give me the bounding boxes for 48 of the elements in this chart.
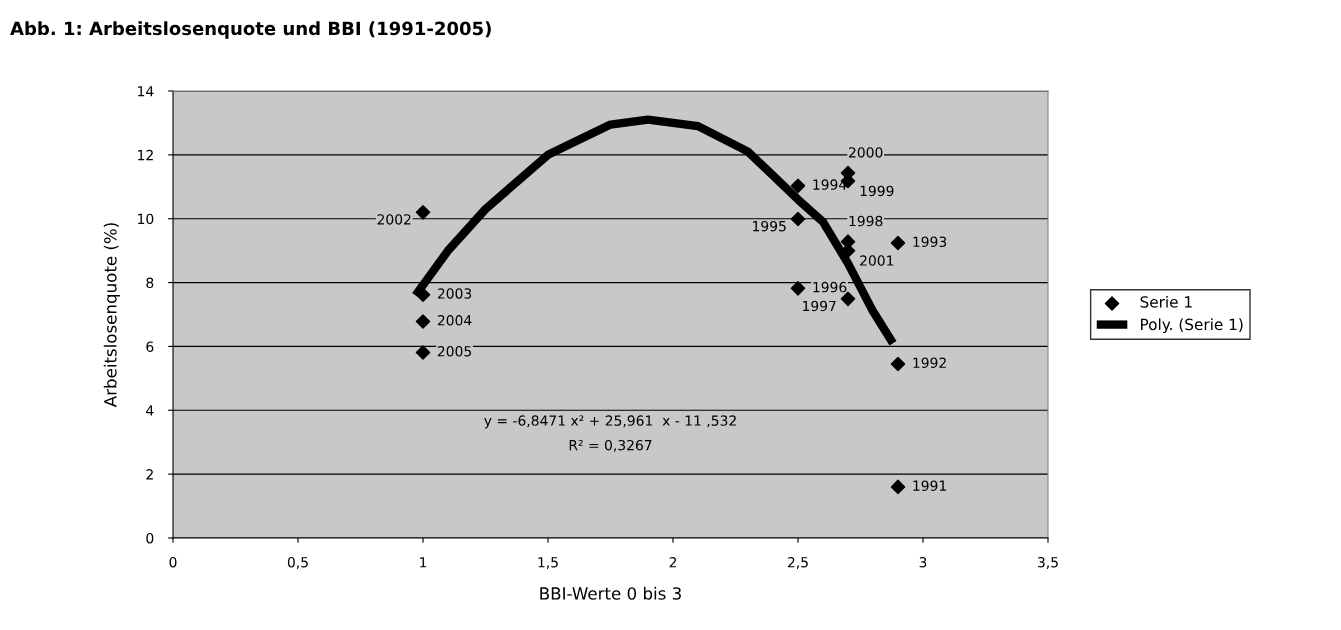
point [890, 356, 906, 372]
annotation: 1997 [803, 300, 836, 312]
x-tick-label: 3,5 [1038, 557, 1058, 569]
annotation: 2004 [437, 315, 472, 326]
point [415, 287, 431, 302]
point [415, 345, 431, 360]
point [890, 235, 906, 251]
annotation: 1996 [813, 281, 847, 293]
y-tick-label: 14 [138, 86, 154, 97]
y-axis-title: Arbeitslosenquote (%) [103, 223, 120, 408]
chart-title: Abb. 1: Arbeitslosenquote und BBI (1991-2005) [10, 21, 491, 39]
x-tick-label: 2 [669, 557, 677, 568]
point [840, 291, 856, 307]
annotation: 1991 [913, 480, 946, 491]
point [790, 281, 806, 296]
y-tick-label: 6 [146, 341, 154, 352]
annotation: 2003 [437, 288, 472, 299]
x-tick-label: 3 [919, 557, 927, 568]
y-tick-label: 10 [138, 213, 154, 225]
annotation: 2000 [849, 147, 883, 158]
annotation: R² = 0,3267 [569, 439, 652, 452]
y-tick-label: 4 [146, 405, 154, 416]
legend-label: Poly. (Serie 1) [1141, 318, 1243, 334]
y-tick-label: 0 [146, 532, 154, 544]
x-tick-label: 2,5 [787, 557, 808, 569]
legend-label: Serie 1 [1140, 295, 1192, 308]
x-axis-title: BBI-Werte 0 bis 3 [540, 586, 681, 600]
x-tick-label: 0,5 [287, 557, 308, 569]
x-tick-label: 1,5 [538, 557, 558, 569]
point [790, 178, 806, 194]
annotation: 1995 [753, 220, 786, 232]
y-tick-label: 2 [146, 469, 153, 480]
y-tick-label: 8 [146, 277, 154, 289]
annotation: 2001 [860, 255, 894, 266]
annotation: 2005 [437, 346, 472, 357]
annotation: y = -6,8471 x² + 25,961 x - 11 ,532 [484, 415, 736, 429]
point [415, 205, 431, 220]
annotation: 1998 [849, 215, 883, 227]
x-tick-label: 0 [169, 557, 177, 568]
point [415, 314, 431, 329]
x-tick-label: 1 [420, 557, 427, 568]
y-tick-label: 12 [138, 149, 153, 161]
point [890, 479, 906, 495]
annotation: 1993 [913, 236, 947, 248]
annotation: 2002 [377, 214, 411, 225]
point [790, 211, 806, 227]
annotation: 1992 [913, 357, 946, 369]
annotation: 1999 [860, 185, 894, 197]
